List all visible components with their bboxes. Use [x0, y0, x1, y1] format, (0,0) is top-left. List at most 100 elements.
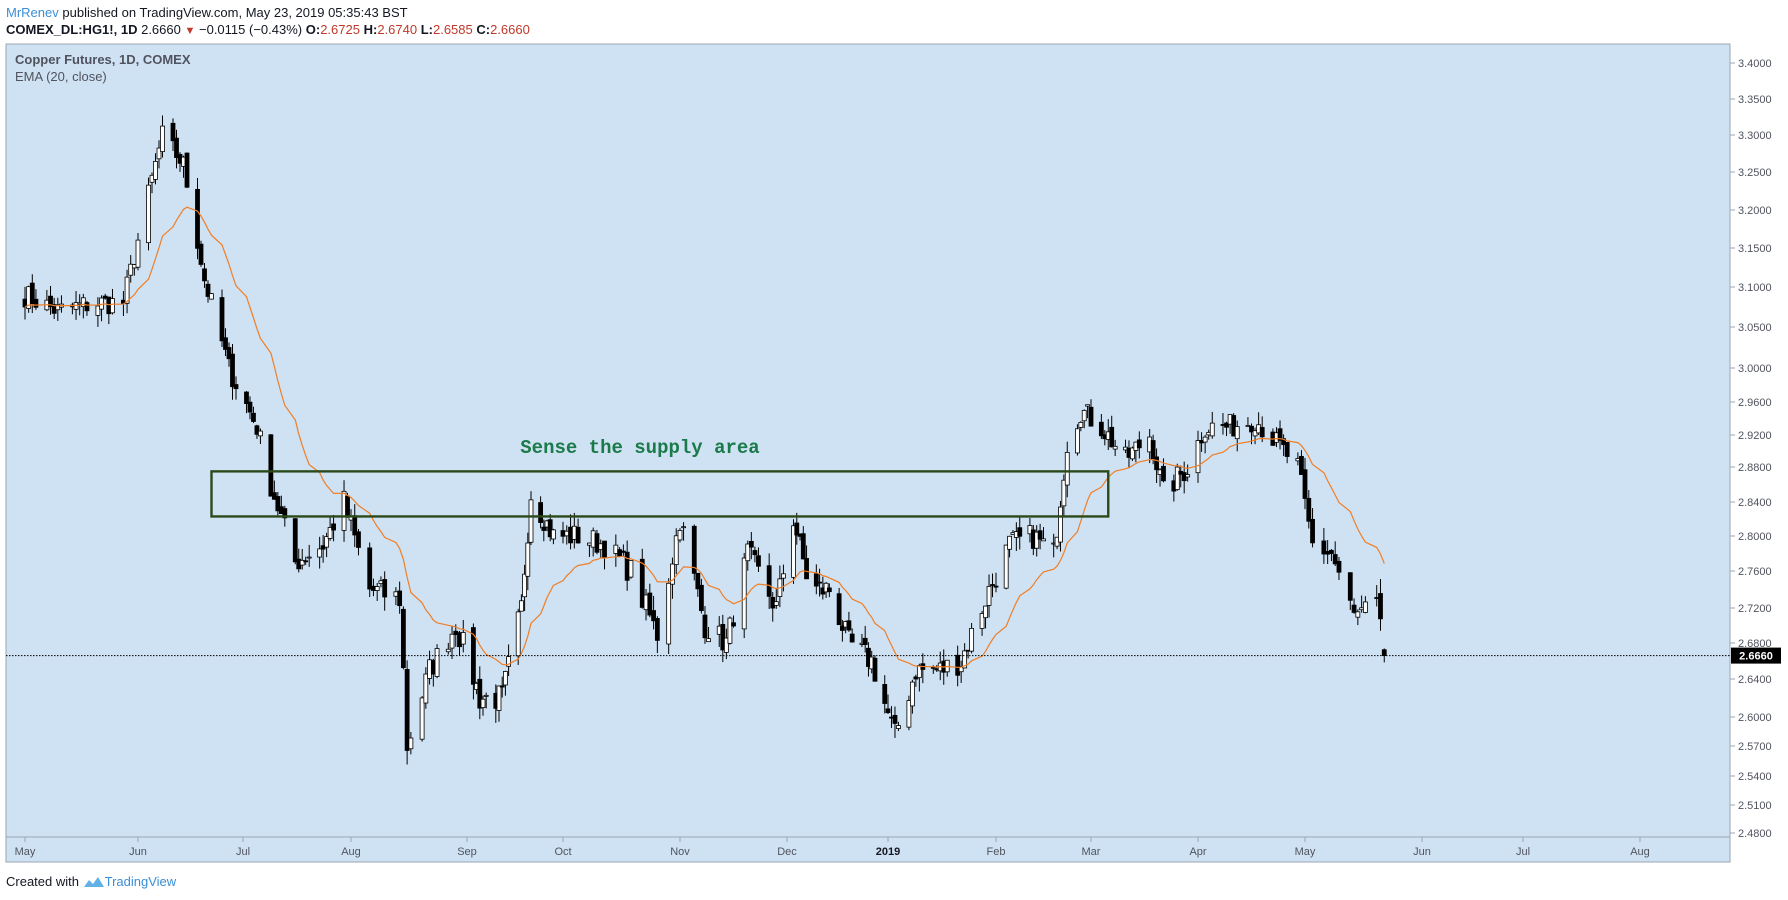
- candle-down: [29, 282, 35, 305]
- ema-line: [24, 206, 1385, 668]
- candle-up: [1061, 479, 1067, 507]
- publish-line: MrRenev published on TradingView.com, Ma…: [6, 4, 530, 21]
- price-axis[interactable]: 3.4000 3.3500 3.3000 3.2500 3.2000 3.1500 3.10…: [1730, 58, 1772, 840]
- candle-up: [156, 147, 162, 160]
- candle-up: [969, 627, 975, 652]
- price-tick-label: 2.4800: [1738, 828, 1772, 840]
- time-tick-label: Nov: [670, 846, 690, 858]
- ohlc-line: COMEX_DL:HG1!, 1D 2.6660 ▼ −0.0115 (−0.4…: [6, 21, 530, 40]
- tradingview-logo-icon: [83, 877, 104, 887]
- candle-down: [1332, 554, 1338, 565]
- candle-down: [654, 618, 660, 641]
- last-price-badge: 2.6660: [1731, 647, 1781, 664]
- candle-down: [620, 550, 626, 553]
- time-tick-label: Dec: [777, 846, 797, 858]
- time-tick-label: Mar: [1082, 846, 1101, 858]
- candle-down: [48, 295, 53, 308]
- candle-up: [128, 263, 134, 276]
- candle-up: [1185, 474, 1191, 478]
- candle-down: [766, 565, 772, 597]
- candle-down: [800, 533, 806, 560]
- candle-down: [639, 558, 645, 608]
- candle-down: [756, 555, 761, 567]
- candle-down: [804, 558, 809, 580]
- candle-down: [230, 353, 235, 388]
- candle-up: [135, 239, 141, 268]
- candle-down: [930, 666, 936, 669]
- candle-down: [1098, 421, 1104, 437]
- price-tick-label: 3.0000: [1738, 363, 1772, 375]
- candle-down: [367, 547, 373, 590]
- candle-down: [731, 622, 736, 627]
- price-tick-label: 3.0500: [1738, 322, 1772, 334]
- candle-down: [882, 684, 888, 704]
- candle-down: [1277, 428, 1283, 441]
- candle-down: [1284, 442, 1290, 457]
- supply-annotation[interactable]: Sense the supply area: [520, 437, 759, 459]
- price-tick-label: 2.5100: [1738, 800, 1772, 812]
- close-value: 2.6660: [490, 22, 530, 37]
- close-label: C:: [476, 22, 491, 37]
- candle-down: [1224, 422, 1229, 428]
- candle-up: [666, 582, 672, 645]
- candle-down: [477, 678, 483, 709]
- time-axis[interactable]: May Jun Jul Aug Sep Oct Nov Dec 2019 Feb Mar Apr May…: [15, 837, 1650, 858]
- down-arrow-icon: ▼: [184, 25, 196, 37]
- price-tick-label: 3.2000: [1738, 205, 1772, 217]
- time-tick-label: Apr: [1189, 846, 1206, 858]
- candle-up: [324, 536, 330, 548]
- last-price-label: 2.6660: [1739, 651, 1773, 663]
- candle-down: [839, 625, 845, 631]
- candle-down: [872, 657, 878, 682]
- candle-down: [602, 540, 607, 559]
- candle-down: [752, 550, 758, 556]
- candle-up: [1078, 421, 1084, 428]
- candle-down: [1109, 426, 1115, 448]
- time-tick-label: Jun: [129, 846, 147, 858]
- candle-up: [1064, 452, 1070, 486]
- candle-up: [306, 556, 312, 559]
- candle-up: [745, 543, 751, 562]
- candle-down: [247, 401, 253, 413]
- candle-down: [184, 152, 190, 188]
- price-tick-label: 2.9200: [1738, 430, 1772, 442]
- candle-down: [292, 518, 298, 563]
- candle-down: [1136, 439, 1142, 449]
- candle-down: [993, 585, 999, 588]
- candle-down: [1231, 415, 1237, 437]
- time-tick-label: May: [1295, 846, 1316, 858]
- open-label: O:: [305, 22, 321, 37]
- candle-down: [303, 560, 309, 563]
- candle-up: [317, 548, 323, 558]
- candle-up: [209, 293, 214, 300]
- candle-down: [699, 584, 704, 611]
- high-label: H:: [363, 22, 378, 37]
- candle-down: [1336, 560, 1342, 573]
- candle-up: [1252, 430, 1258, 437]
- candle-down: [251, 412, 256, 422]
- candle-down: [1281, 438, 1286, 446]
- candle-down: [499, 685, 505, 688]
- supply-area-box[interactable]: [210, 470, 1110, 518]
- candle-down: [205, 283, 211, 297]
- candle-up: [374, 586, 380, 591]
- candle-down: [382, 579, 388, 598]
- candle-down: [651, 610, 656, 622]
- created-with-label: Created with: [6, 874, 79, 889]
- published-text: published on TradingView.com, May 23, 20…: [62, 5, 408, 20]
- candle-up: [449, 633, 455, 649]
- candle-down: [547, 519, 553, 538]
- high-value: 2.6740: [377, 22, 418, 37]
- price-tick-label: 2.6800: [1738, 638, 1772, 650]
- author-link[interactable]: MrRenev: [6, 5, 59, 20]
- candle-down: [33, 298, 39, 308]
- candle-down: [826, 587, 832, 593]
- candle-up: [909, 681, 915, 707]
- tradingview-brand-link[interactable]: TradingView: [104, 874, 177, 889]
- candle-down: [794, 522, 800, 536]
- candle-up: [979, 613, 985, 629]
- candle-down: [254, 425, 260, 435]
- candle-down: [170, 122, 176, 142]
- candle-up: [551, 529, 556, 540]
